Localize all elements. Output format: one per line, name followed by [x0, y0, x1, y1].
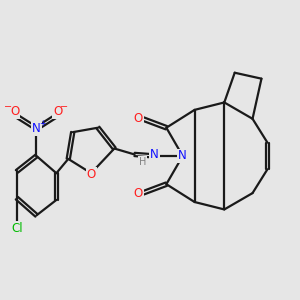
Text: N: N: [150, 148, 159, 161]
Text: Cl: Cl: [11, 222, 23, 235]
Text: N: N: [32, 122, 41, 135]
Text: O: O: [10, 105, 20, 118]
Text: −: −: [4, 102, 12, 112]
Text: −: −: [60, 102, 68, 112]
Text: O: O: [134, 187, 143, 200]
Text: O: O: [86, 168, 96, 181]
Text: H: H: [139, 157, 147, 167]
Text: +: +: [39, 119, 46, 128]
Text: N: N: [178, 149, 187, 162]
Text: O: O: [134, 112, 143, 125]
Text: O: O: [53, 105, 62, 118]
